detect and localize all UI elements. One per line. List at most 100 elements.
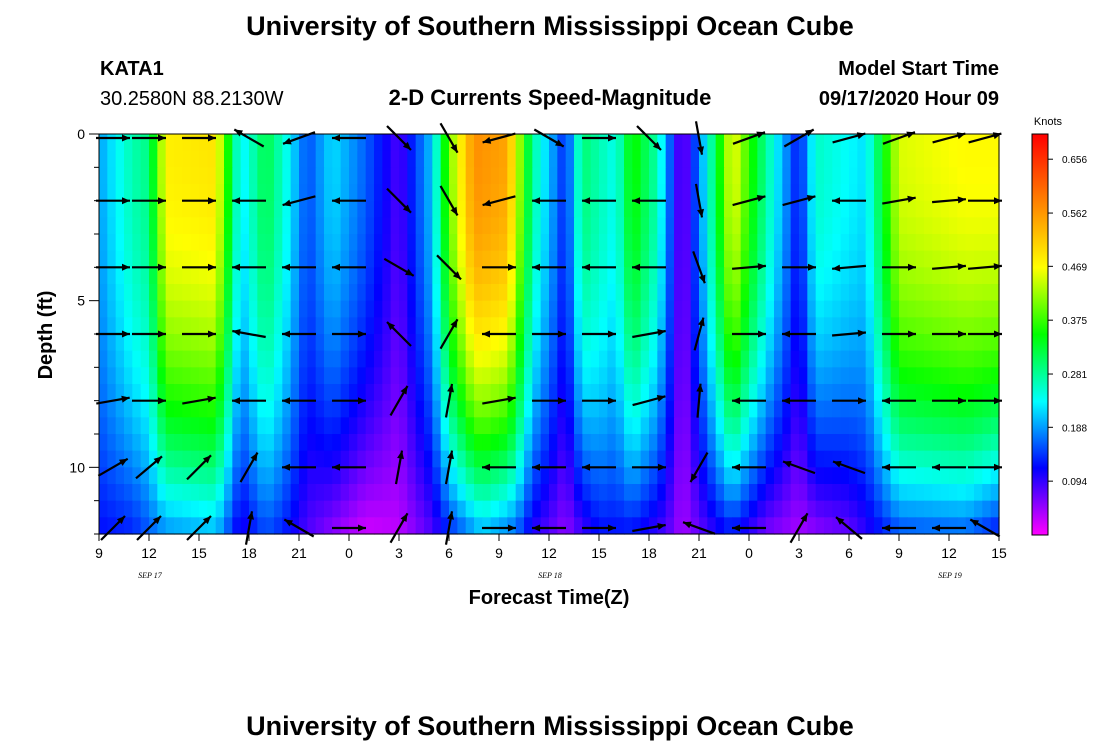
heatmap-cell: [624, 317, 633, 335]
heatmap-cell: [290, 500, 300, 518]
heatmap-cell: [182, 467, 192, 485]
heatmap-cell: [457, 417, 467, 435]
heatmap-cell: [432, 467, 442, 485]
heatmap-cell: [432, 334, 442, 352]
heatmap-cell: [524, 284, 533, 302]
heatmap-cell: [274, 317, 283, 335]
heatmap-cell: [132, 517, 142, 535]
heatmap-cell: [465, 467, 475, 485]
heatmap-cell: [282, 367, 292, 385]
heatmap-cell: [840, 234, 850, 252]
heatmap-cell: [524, 500, 533, 518]
heatmap-cell: [949, 517, 958, 535]
heatmap-cell: [282, 200, 292, 218]
heatmap-cell: [824, 200, 833, 218]
heatmap-cell: [782, 184, 792, 202]
heatmap-cell: [849, 367, 858, 385]
heatmap-cell: [790, 350, 800, 368]
heatmap-cell: [215, 484, 225, 502]
heatmap-cell: [832, 350, 842, 368]
heatmap-cell: [115, 450, 125, 468]
heatmap-cell: [874, 200, 883, 218]
heatmap-cell: [507, 317, 517, 335]
heatmap-cell: [949, 334, 958, 352]
heatmap-cell: [840, 200, 850, 218]
heatmap-cell: [399, 167, 408, 185]
heatmap-cell: [682, 167, 692, 185]
heatmap-cell: [907, 267, 917, 285]
heatmap-cell: [874, 517, 883, 535]
heatmap-cell: [540, 134, 550, 152]
heatmap-cell: [857, 150, 867, 168]
heatmap-cell: [349, 367, 358, 385]
heatmap-cell: [599, 384, 608, 402]
heatmap-cell: [649, 267, 658, 285]
heatmap-cell: [215, 367, 225, 385]
heatmap-cell: [440, 234, 450, 252]
heatmap-cell: [657, 467, 667, 485]
heatmap-cell: [590, 384, 600, 402]
heatmap-cell: [249, 384, 258, 402]
heatmap-cell: [299, 484, 308, 502]
heatmap-cell: [715, 384, 725, 402]
heatmap-cell: [257, 167, 267, 185]
heatmap-cell: [899, 517, 908, 535]
heatmap-cell: [449, 150, 458, 168]
heatmap-cell: [565, 517, 575, 535]
heatmap-cell: [190, 150, 200, 168]
heatmap-cell: [657, 367, 667, 385]
heatmap-cell: [515, 267, 525, 285]
heatmap-cell: [499, 500, 508, 518]
heatmap-cell: [232, 134, 242, 152]
heatmap-cell: [599, 500, 608, 518]
heatmap-cell: [115, 267, 125, 285]
current-vector: [532, 397, 566, 405]
heatmap-cell: [140, 284, 150, 302]
current-vector: [882, 263, 916, 271]
heatmap-cell: [907, 367, 917, 385]
heatmap-cell: [515, 500, 525, 518]
heatmap-cell: [849, 417, 858, 435]
heatmap-cell: [457, 200, 467, 218]
heatmap-cell: [374, 484, 383, 502]
heatmap-cell: [690, 500, 700, 518]
heatmap-cell: [207, 250, 217, 268]
colorbar-label: 0.375: [1062, 316, 1087, 327]
heatmap-cell: [224, 334, 233, 352]
heatmap-cell: [890, 484, 900, 502]
heatmap-cell: [240, 384, 250, 402]
heatmap-cell: [774, 434, 783, 452]
heatmap-cell: [565, 300, 575, 318]
heatmap-cell: [224, 267, 233, 285]
heatmap-cell: [274, 167, 283, 185]
heatmap-cell: [715, 284, 725, 302]
heatmap-cell: [324, 417, 333, 435]
heatmap-cell: [574, 184, 583, 202]
heatmap-cell: [182, 200, 192, 218]
current-vector: [882, 195, 916, 205]
heatmap-cell: [165, 467, 175, 485]
heatmap-cell: [390, 467, 400, 485]
heatmap-cell: [515, 167, 525, 185]
heatmap-cell: [490, 350, 500, 368]
heatmap-cell: [290, 184, 300, 202]
heatmap-cell: [265, 450, 275, 468]
heatmap-cell: [224, 417, 233, 435]
heatmap-cell: [990, 500, 1000, 518]
heatmap-cell: [757, 517, 767, 535]
heatmap-cell: [757, 317, 767, 335]
heatmap-cell: [482, 450, 492, 468]
current-vector: [96, 395, 130, 405]
heatmap-cell: [174, 500, 183, 518]
heatmap-cell: [532, 434, 542, 452]
heatmap-cell: [890, 417, 900, 435]
heatmap-cell: [665, 134, 675, 152]
heatmap-cell: [549, 350, 558, 368]
heatmap-cell: [724, 434, 733, 452]
current-vector: [386, 321, 412, 347]
heatmap-cell: [840, 417, 850, 435]
heatmap-cell: [449, 284, 458, 302]
heatmap-cell: [590, 267, 600, 285]
heatmap-cell: [432, 200, 442, 218]
